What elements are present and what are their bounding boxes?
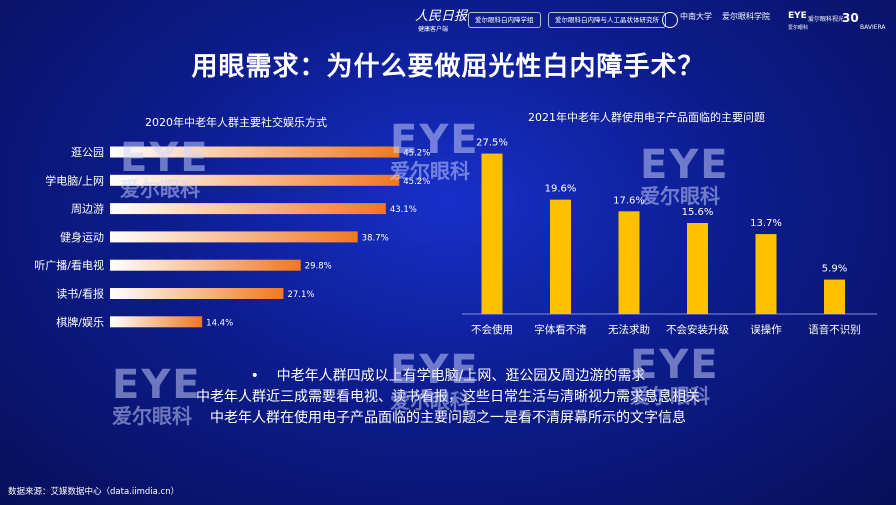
right-bar-0 <box>481 153 503 314</box>
left-bar-0 <box>110 146 400 158</box>
right-value-label-4: 13.7% <box>750 218 782 229</box>
left-bar-chart: 逛公园 45.2% 学电脑/上网 45.2% 周边游 43.1% 健身运动 38.7% 听广播/… <box>34 146 430 329</box>
right-category-label-3: 不会安装升级 <box>666 323 729 336</box>
right-category-label-1: 字体看不清 <box>534 323 587 336</box>
left-bar-4 <box>110 259 301 271</box>
partner-aier-optometry: 爱尔眼科视光 <box>808 16 845 23</box>
header-bar: 人民日报 健康客户端 爱尔眼科白内障学组 爱尔眼科白内障与人工晶状体研究所 中南… <box>0 0 896 40</box>
left-value-label-3: 38.7% <box>362 233 389 243</box>
eye-mini-sub: 爱尔眼科 <box>788 25 809 31</box>
left-value-label-6: 14.4% <box>206 318 233 328</box>
right-category-label-0: 不会使用 <box>471 323 513 336</box>
csu-emblem-icon <box>662 12 678 28</box>
left-value-label-4: 29.8% <box>305 262 332 272</box>
left-category-label-6: 棋牌/娱乐 <box>56 315 104 329</box>
header-tag-cataract-group: 爱尔眼科白内障学组 <box>468 12 541 28</box>
partner-aier-academy: 爱尔眼科学院 <box>722 12 770 21</box>
partner-csu: 中南大学 <box>680 12 712 21</box>
left-bar-2 <box>110 203 386 215</box>
right-bar-1 <box>550 199 571 314</box>
right-bar-2 <box>618 211 640 314</box>
left-category-label-0: 逛公园 <box>71 146 104 159</box>
right-chart-title: 2021年中老年人群使用电子产品面临的主要问题 <box>528 111 765 124</box>
left-category-label-3: 健身运动 <box>60 230 104 244</box>
eye-mini-logo: EYE <box>788 11 807 21</box>
right-bar-4 <box>755 234 777 314</box>
left-category-label-2: 周边游 <box>71 203 104 216</box>
bullet-marker: • <box>250 368 259 384</box>
baviera-number: 30 <box>842 11 859 25</box>
peoples-daily-logo: 人民日报 <box>415 9 468 24</box>
right-category-label-5: 语音不识别 <box>808 323 861 336</box>
conclusion-bullets: • 中老年人群四成以上有学电脑/上网、逛公园及周边游的需求 中老年人群近三成需要… <box>0 366 896 429</box>
bullet-line-3: 中老年人群在使用电子产品面临的主要问题之一是看不清屏幕所示的文字信息 <box>210 410 686 426</box>
left-bar-1 <box>110 174 400 186</box>
page-title: 用眼需求：为什么要做屈光性白内障手术？ <box>191 52 705 82</box>
left-category-label-5: 读书/看报 <box>56 287 104 301</box>
left-value-label-1: 45.2% <box>403 177 430 187</box>
right-category-label-2: 无法求助 <box>608 323 650 336</box>
baviera-name: BAVIERA <box>860 24 886 31</box>
bullet-line-1: • 中老年人群四成以上有学电脑/上网、逛公园及周边游的需求 <box>0 366 896 387</box>
left-bar-3 <box>110 231 358 243</box>
data-source: 数据来源：艾媒数据中心（data.iimdia.cn） <box>8 487 180 497</box>
right-bar-3 <box>687 223 708 314</box>
peoples-daily-sub: 健康客户端 <box>418 26 449 33</box>
right-value-label-1: 19.6% <box>545 184 577 195</box>
right-category-label-4: 误操作 <box>750 323 782 336</box>
left-value-label-5: 27.1% <box>287 290 314 300</box>
right-value-label-0: 27.5% <box>476 138 508 149</box>
left-category-label-1: 学电脑/上网 <box>45 173 104 187</box>
left-value-label-0: 45.2% <box>403 149 430 159</box>
right-value-label-2: 17.6% <box>613 195 645 206</box>
left-bar-6 <box>110 316 203 328</box>
right-bar-chart: 27.5% 不会使用 19.6% 字体看不清 17.6% 无法求助 15.6% 不会安装升级 1… <box>462 138 877 336</box>
bullet-text-1: 中老年人群四成以上有学电脑/上网、逛公园及周边游的需求 <box>276 368 646 384</box>
right-bar-5 <box>824 279 845 314</box>
right-value-label-5: 5.9% <box>822 264 847 275</box>
left-chart-title: 2020年中老年人群主要社交娱乐方式 <box>145 116 327 129</box>
bullet-line-2: 中老年人群近三成需要看电视、读书看报，这些日常生活与清晰视力需求息息相关 <box>196 389 700 405</box>
left-category-label-4: 听广播/看电视 <box>34 258 104 272</box>
left-bar-5 <box>110 288 284 299</box>
right-value-label-3: 15.6% <box>682 207 714 218</box>
left-value-label-2: 43.1% <box>390 205 417 215</box>
